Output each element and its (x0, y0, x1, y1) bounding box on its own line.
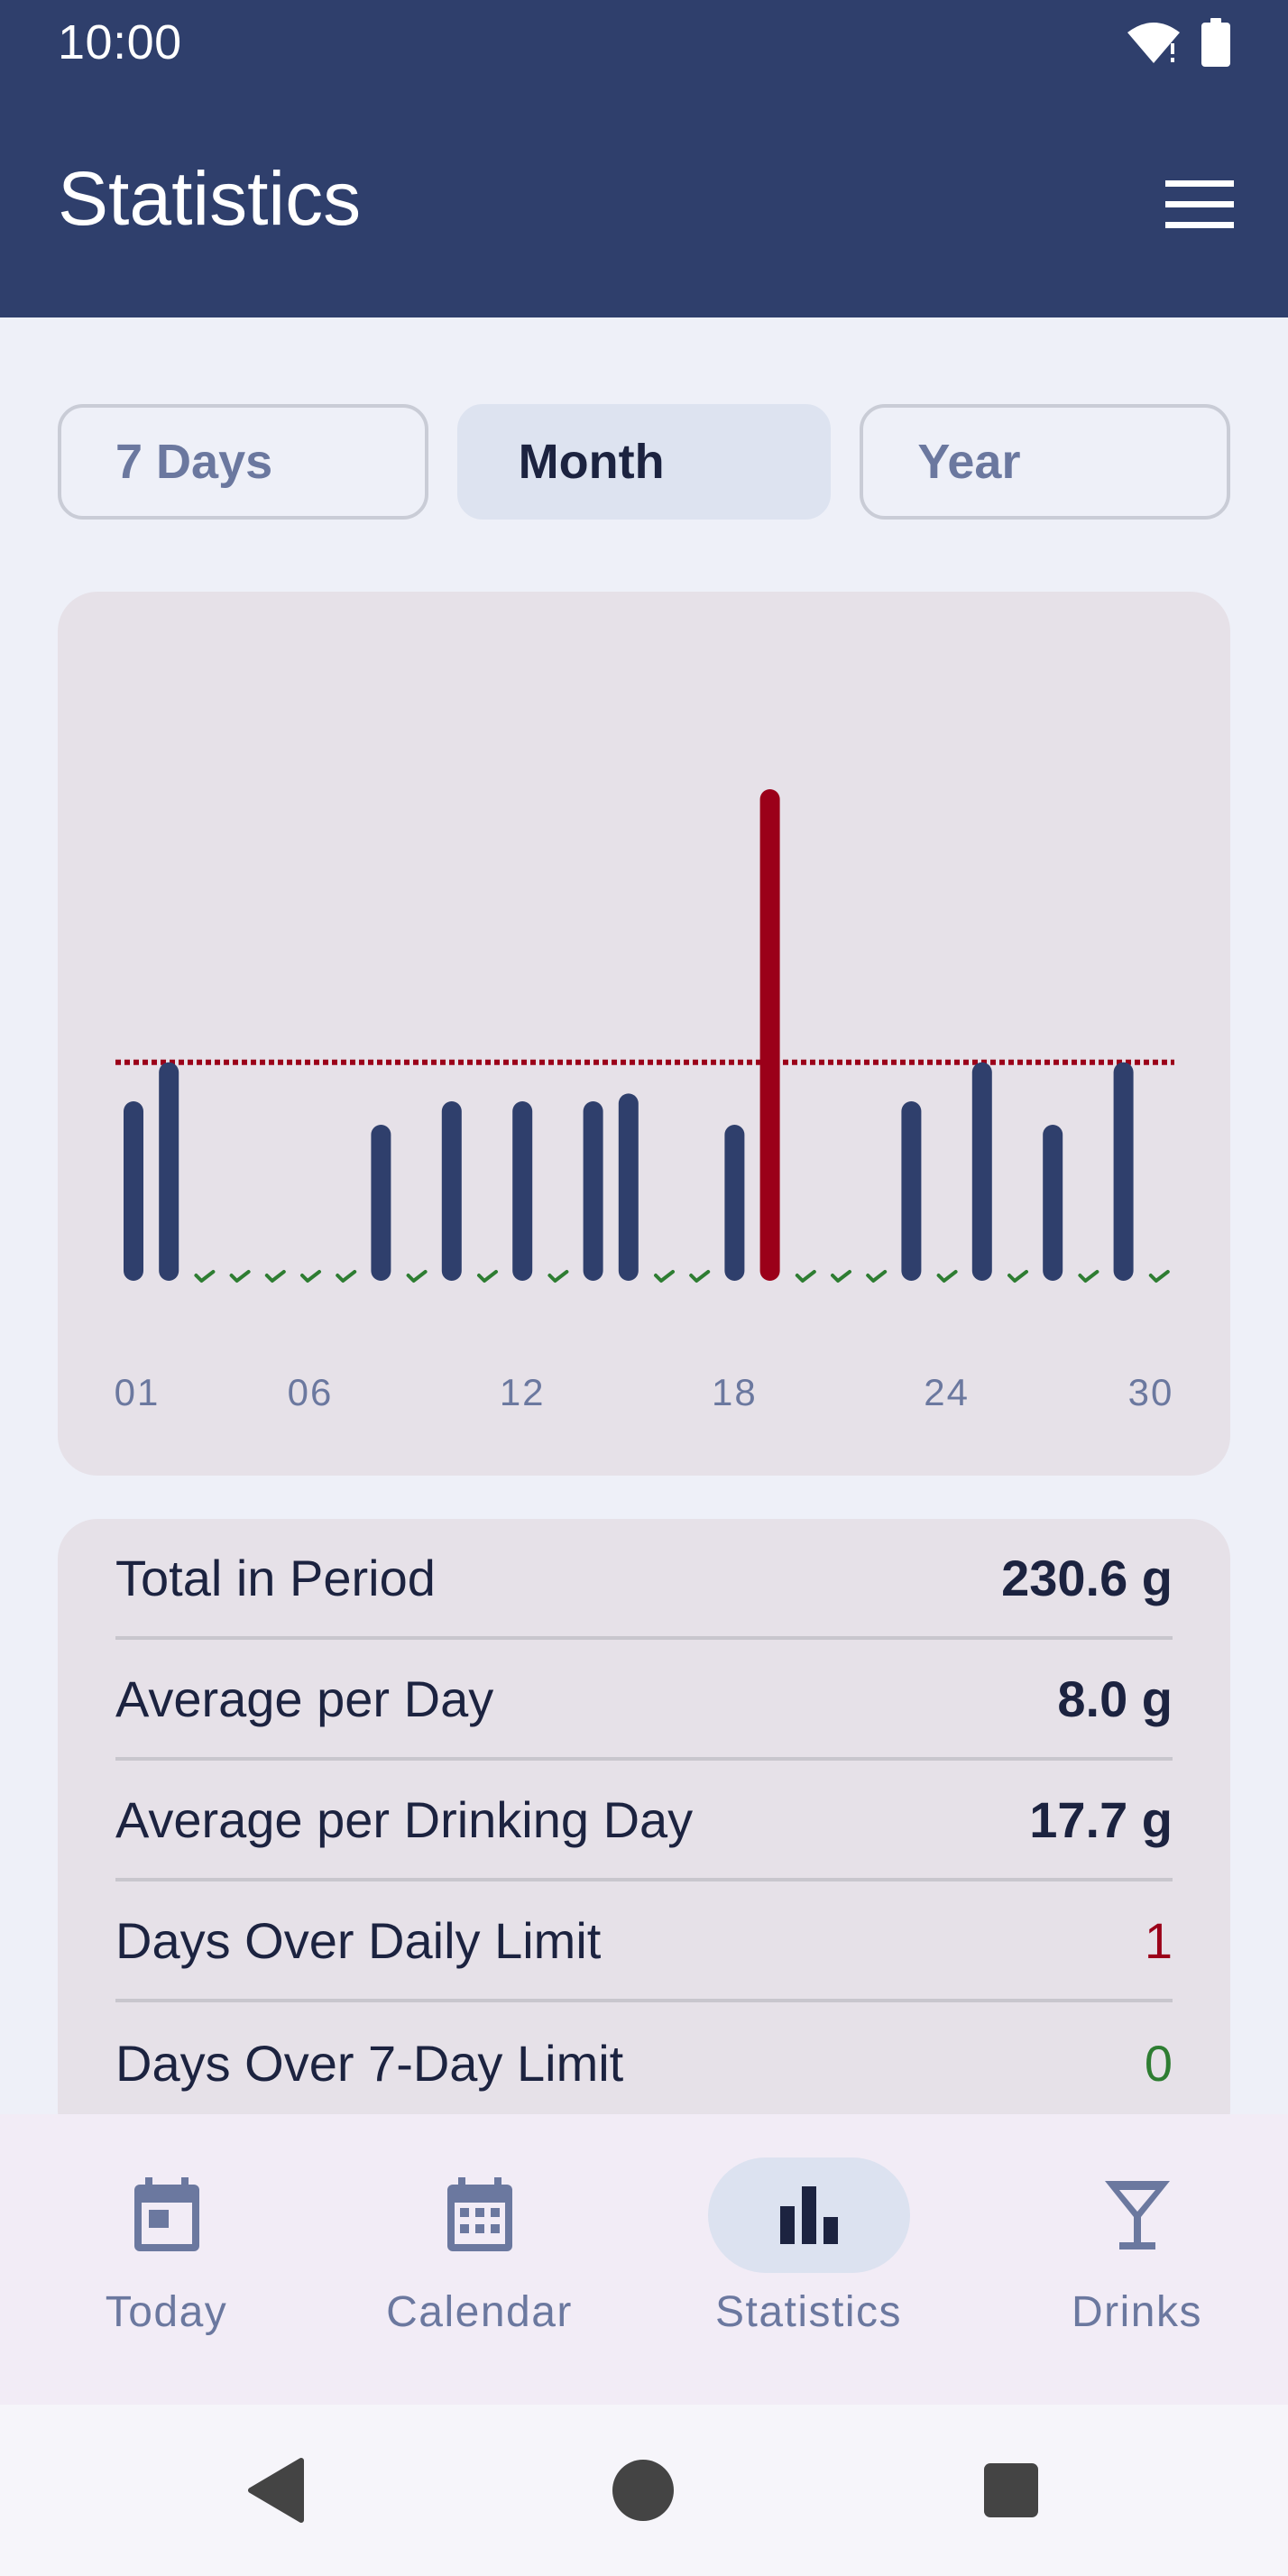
summary-row-average-day: Average per Day 8.0 g (115, 1640, 1173, 1761)
zero-day-check-mark (477, 1270, 498, 1283)
bar[interactable] (441, 1101, 462, 1281)
summary-label: Days Over 7-Day Limit (115, 2034, 624, 2092)
nav-label: Calendar (386, 2288, 573, 2336)
summary-value: 8.0 g (1057, 1670, 1173, 1727)
bar-over-limit[interactable] (759, 789, 780, 1281)
zero-day-check-mark (300, 1270, 321, 1283)
x-tick-label: 01 (115, 1371, 161, 1413)
bar[interactable] (512, 1101, 533, 1281)
bar[interactable] (724, 1125, 745, 1281)
recents-button[interactable] (971, 2450, 1052, 2531)
zero-day-check-mark (229, 1270, 251, 1283)
wifi-icon (1127, 23, 1180, 63)
bar[interactable] (583, 1101, 603, 1281)
status-time: 10:00 (58, 15, 182, 69)
zero-day-check-mark (689, 1270, 711, 1283)
bar[interactable] (124, 1101, 143, 1281)
tab-month[interactable]: Month (456, 404, 832, 520)
zero-day-check-mark (1148, 1270, 1170, 1283)
summary-card: Total in Period 230.6 g Average per Day … (58, 1519, 1230, 2150)
summary-row-average-drinking-day: Average per Drinking Day 17.7 g (115, 1761, 1173, 1881)
zero-day-check-mark (547, 1270, 569, 1283)
x-tick-label: 24 (924, 1371, 970, 1413)
app-bar: 10:00 Statistics (0, 0, 1288, 317)
summary-label: Average per Drinking Day (115, 1790, 694, 1848)
bar[interactable] (618, 1093, 639, 1281)
tab-7-days[interactable]: 7 Days (58, 404, 428, 520)
bar[interactable] (1113, 1062, 1134, 1281)
zero-day-check-mark (336, 1270, 357, 1283)
battery-icon (1201, 18, 1230, 67)
summary-label: Average per Day (115, 1670, 494, 1727)
nav-label: Today (105, 2288, 228, 2336)
back-triangle-icon (248, 2458, 304, 2523)
summary-label: Total in Period (115, 1549, 436, 1606)
cocktail-glass-icon (1104, 2181, 1170, 2249)
menu-button[interactable] (1155, 159, 1245, 249)
nav-label: Drinks (1071, 2288, 1202, 2336)
summary-label: Days Over Daily Limit (115, 1911, 602, 1969)
nav-item-statistics[interactable]: Statistics (648, 2114, 970, 2405)
bottom-navigation: Today Calendar (0, 2114, 1288, 2405)
summary-value: 1 (1144, 1911, 1173, 1969)
zero-day-check-mark (654, 1270, 675, 1283)
x-tick-label: 06 (288, 1371, 334, 1413)
x-tick-label: 30 (1128, 1371, 1174, 1413)
home-circle-icon (612, 2460, 674, 2521)
zero-day-check-mark (936, 1270, 958, 1283)
bar[interactable] (971, 1062, 992, 1281)
back-button[interactable] (236, 2450, 317, 2531)
zero-day-check-mark (194, 1270, 216, 1283)
bar[interactable] (159, 1062, 179, 1281)
status-icons (1126, 18, 1230, 67)
bar[interactable] (371, 1125, 391, 1281)
zero-day-check-mark (1007, 1270, 1028, 1283)
home-button[interactable] (603, 2450, 684, 2531)
page-title: Statistics (58, 156, 362, 241)
zero-day-check-mark (866, 1270, 888, 1283)
bar-chart-icon (779, 2186, 838, 2244)
summary-row-days-over-daily: Days Over Daily Limit 1 (115, 1881, 1173, 2002)
x-tick-label: 18 (712, 1371, 758, 1413)
hamburger-menu-icon (1165, 180, 1234, 228)
zero-day-check-mark (831, 1270, 851, 1283)
x-tick-label: 12 (500, 1371, 546, 1413)
summary-row-total: Total in Period 230.6 g (115, 1519, 1173, 1640)
zero-day-check-mark (795, 1270, 816, 1283)
nav-item-drinks[interactable]: Drinks (976, 2114, 1288, 2405)
summary-value: 17.7 g (1029, 1790, 1173, 1848)
period-selector: 7 Days Month Year (58, 404, 1231, 520)
tab-year[interactable]: Year (860, 404, 1231, 520)
nav-item-calendar[interactable]: Calendar (318, 2114, 640, 2405)
zero-day-check-mark (264, 1270, 286, 1283)
nav-label: Statistics (714, 2288, 903, 2336)
daily-consumption-chart: 01 06 12 18 24 30 (115, 789, 1174, 1413)
system-navigation-bar (0, 2405, 1288, 2576)
zero-day-check-mark (406, 1270, 428, 1283)
summary-value: 230.6 g (1001, 1549, 1173, 1606)
bar[interactable] (1043, 1125, 1063, 1281)
summary-value: 0 (1144, 2034, 1173, 2092)
calendar-today-icon (133, 2177, 199, 2251)
bar[interactable] (901, 1101, 922, 1281)
calendar-month-icon (446, 2177, 512, 2251)
chart-card: 01 06 12 18 24 30 (58, 592, 1230, 1476)
nav-item-today[interactable]: Today (5, 2114, 327, 2405)
recents-square-icon (984, 2463, 1038, 2517)
zero-day-check-mark (1078, 1270, 1099, 1283)
summary-row-days-over-weekly: Days Over 7-Day Limit 0 (115, 2002, 1173, 2123)
